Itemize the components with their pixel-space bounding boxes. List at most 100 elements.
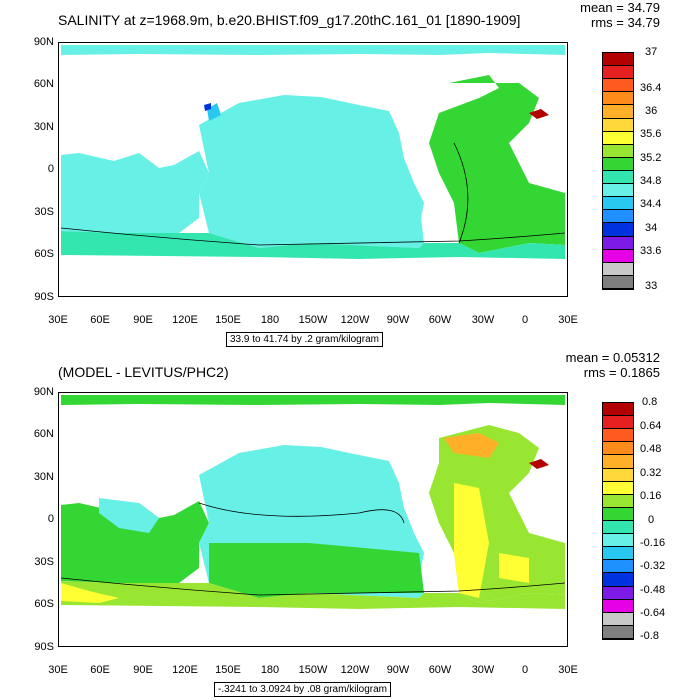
colorbar-cell xyxy=(603,547,633,561)
lat-label: 60S xyxy=(34,248,54,260)
lat-label: 60N xyxy=(33,428,54,440)
lon-label: 90W xyxy=(386,314,410,326)
colorbar-label: 0.64 xyxy=(640,420,662,432)
colorbar-label: 33 xyxy=(645,280,658,292)
colorbar-label: 37 xyxy=(645,46,658,58)
lon-label: 30W xyxy=(471,664,495,676)
west-atlantic xyxy=(454,483,489,598)
panel-title: (MODEL - LEVITUS/PHC2) xyxy=(58,364,229,380)
arctic-region xyxy=(61,395,565,405)
lon-label: 30E xyxy=(48,314,68,326)
colorbar-label: -0.16 xyxy=(640,537,666,549)
atlantic-ocean xyxy=(429,75,565,253)
colorbar-cell xyxy=(603,197,633,211)
colorbar-cell xyxy=(603,612,633,626)
rms-value: rms = 0.1865 xyxy=(583,365,660,380)
colorbar-label: -0.8 xyxy=(640,630,659,642)
colorbar-cell xyxy=(603,144,633,158)
colorbar-label: 0.48 xyxy=(640,443,662,455)
colorbar-label: 35.6 xyxy=(640,128,662,140)
lon-label: 90W xyxy=(386,664,410,676)
colorbar-label: -0.32 xyxy=(640,560,666,572)
colorbar-cell xyxy=(603,625,633,639)
colorbar-cell xyxy=(603,79,633,93)
colorbar-cell xyxy=(603,403,633,417)
colorbar-cell xyxy=(603,118,633,132)
colorbar-cell xyxy=(603,573,633,587)
colorbar-label: -0.64 xyxy=(640,607,666,619)
lon-label: 180 xyxy=(260,664,280,676)
lon-label: 150E xyxy=(215,664,241,676)
colorbar-cell xyxy=(603,105,633,119)
indian-ocean-north xyxy=(99,498,159,533)
colorbar-label: 0.32 xyxy=(640,467,662,479)
colorbar-cell xyxy=(603,507,633,521)
lon-label: 180 xyxy=(260,314,280,326)
difference-map xyxy=(58,392,568,647)
colorbar-cell xyxy=(603,442,633,456)
contour-range: -.3241 to 3.0924 by .08 gram/kilogram xyxy=(214,682,391,697)
colorbar-cell xyxy=(603,53,633,67)
lat-label: 90N xyxy=(33,36,54,48)
colorbar-label: -0.48 xyxy=(640,584,666,596)
lon-label: 0 xyxy=(521,314,529,326)
lat-label: 90S xyxy=(34,641,54,653)
colorbar-cell xyxy=(603,586,633,600)
lon-label: 90E xyxy=(133,314,153,326)
lon-label: 120E xyxy=(172,664,198,676)
labrador-sea xyxy=(444,433,499,458)
contour-range: 33.9 to 41.74 by .2 gram/kilogram xyxy=(226,332,383,347)
lon-label: 120E xyxy=(172,314,198,326)
lon-label: 90E xyxy=(133,664,153,676)
marginal-sea-deep xyxy=(204,103,211,111)
lon-label: 60E xyxy=(90,664,110,676)
arctic-region xyxy=(61,45,565,55)
south-atlantic-patch xyxy=(499,553,529,583)
colorbar-label: 36 xyxy=(645,105,658,117)
southern-ocean xyxy=(61,231,565,259)
colorbar-cell xyxy=(603,599,633,613)
lon-label: 150E xyxy=(215,314,241,326)
lat-label: 0 xyxy=(47,163,54,175)
lon-label: 150W xyxy=(298,314,328,326)
colorbar xyxy=(602,402,634,640)
mean-value: mean = 34.79 xyxy=(580,0,660,15)
colorbar-cell xyxy=(603,170,633,185)
colorbar-cell xyxy=(603,92,633,106)
lat-label: 0 xyxy=(47,513,54,525)
colorbar-label: 0.16 xyxy=(640,490,662,502)
lon-label: 60E xyxy=(90,314,110,326)
colorbar-label: 0 xyxy=(648,514,655,526)
colorbar-cell xyxy=(603,184,633,198)
colorbar-cell xyxy=(603,416,633,430)
lat-label: 90S xyxy=(34,291,54,303)
lon-label: 30E xyxy=(558,664,578,676)
panel-title: SALINITY at z=1968.9m, b.e20.BHIST.f09_g… xyxy=(58,12,521,28)
lon-label: 60W xyxy=(428,664,452,676)
colorbar-label: 34.8 xyxy=(640,175,662,187)
colorbar-label: 34 xyxy=(645,222,658,234)
mediterranean xyxy=(529,109,549,119)
colorbar-cell xyxy=(603,520,633,535)
indian-ocean xyxy=(61,501,209,583)
lat-label: 30N xyxy=(33,471,54,483)
indian-ocean xyxy=(61,151,209,233)
lon-label: 60W xyxy=(428,314,452,326)
colorbar-cell xyxy=(603,131,633,145)
colorbar-cell xyxy=(603,236,633,250)
atlantic-ocean xyxy=(429,425,565,603)
colorbar-label: 0.8 xyxy=(642,396,658,408)
colorbar-cell xyxy=(603,455,633,469)
mean-value: mean = 0.05312 xyxy=(565,350,660,365)
colorbar-cell xyxy=(603,249,633,263)
salinity-panel: SALINITY at z=1968.9m, b.e20.BHIST.f09_g… xyxy=(33,0,662,347)
colorbar-cell xyxy=(603,66,633,80)
pacific-ocean xyxy=(199,95,424,248)
lat-label: 30S xyxy=(34,206,54,218)
colorbar-label: 36.4 xyxy=(640,82,662,94)
southern-ocean-patch xyxy=(61,583,119,603)
colorbar-cell xyxy=(603,481,633,495)
colorbar-cell xyxy=(603,560,633,574)
lon-label: 30E xyxy=(48,664,68,676)
lat-label: 30N xyxy=(33,121,54,133)
